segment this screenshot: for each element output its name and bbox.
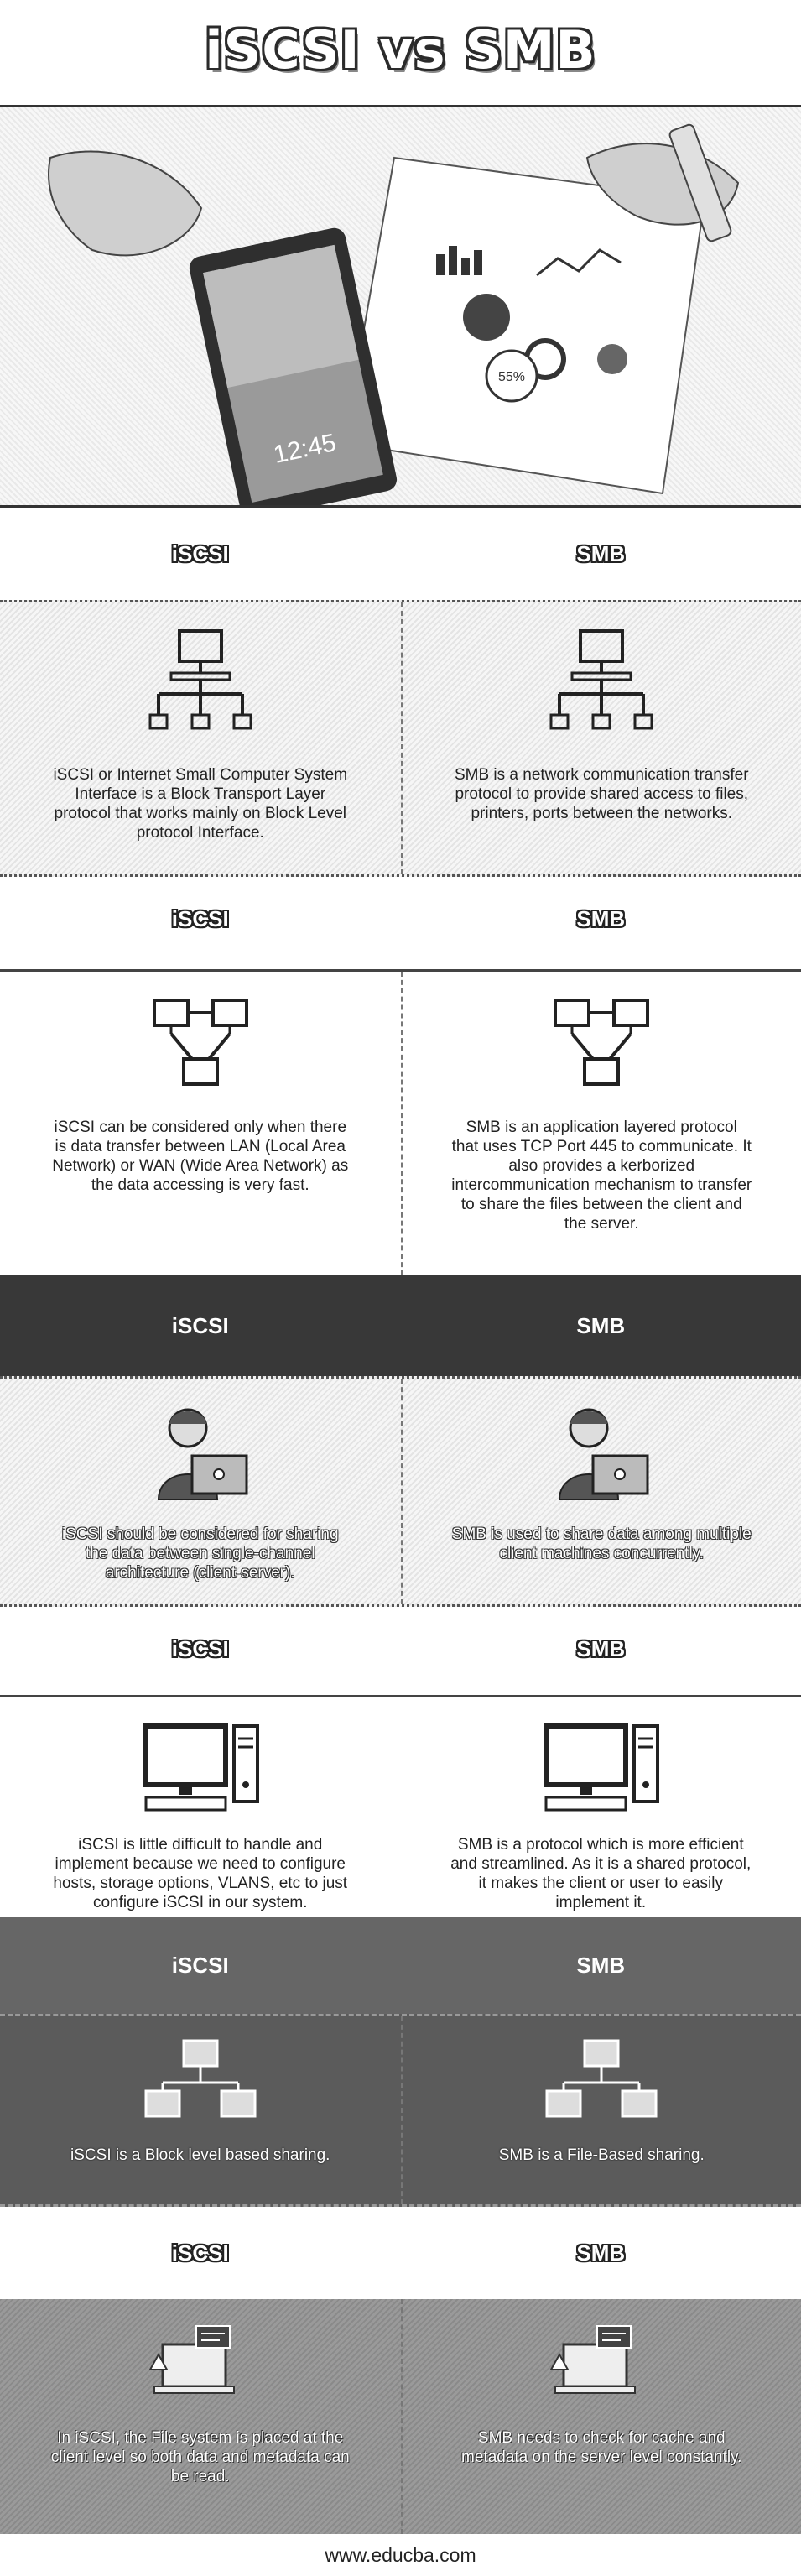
iscsi-heading: iSCSI <box>171 2240 229 2266</box>
smb-cell: SMB is a protocol which is more efficien… <box>401 1697 801 1917</box>
desktop-computer-icon <box>143 1723 259 1812</box>
smb-heading: SMB <box>576 905 626 931</box>
smb-cell: SMB needs to check for cache and metadat… <box>400 2299 801 2534</box>
laptop-chat-icon <box>148 2325 235 2394</box>
iscsi-cell: In iSCSI, the File system is placed at t… <box>0 2299 401 2534</box>
iscsi-description: iSCSI or Internet Small Computer System … <box>53 766 348 842</box>
section-2-body: iSCSI can be considered only when there … <box>0 969 801 1275</box>
section-4-body: iSCSI is little difficult to handle and … <box>0 1695 801 1917</box>
page-title-text: iSCSI vs SMB <box>205 18 596 81</box>
iscsi-cell: iSCSI should be considered for sharing t… <box>0 1379 401 1604</box>
section-2-header: iSCSI SMB <box>0 877 801 961</box>
iscsi-heading: iSCSI <box>171 905 229 931</box>
smb-description: SMB is an application layered protocol t… <box>451 1119 752 1233</box>
section-4-header: iSCSI SMB <box>0 1607 801 1691</box>
laptop-chat-icon <box>549 2325 637 2394</box>
section-5-header: iSCSI SMB <box>0 1917 801 2014</box>
iscsi-description: iSCSI is a Block level based sharing. <box>70 2146 330 2164</box>
monitor-network-icon <box>545 2039 658 2118</box>
iscsi-heading: iSCSI <box>171 540 229 566</box>
iscsi-cell: iSCSI or Internet Small Computer System … <box>0 602 401 874</box>
smb-cell: SMB is an application layered protocol t… <box>400 972 801 1275</box>
desktop-computer-icon <box>544 1723 660 1812</box>
iscsi-cell: iSCSI can be considered only when there … <box>0 972 401 1275</box>
iscsi-cell: iSCSI is a Block level based sharing. <box>0 2016 401 2204</box>
linked-computers-icon <box>152 999 248 1086</box>
linked-computers-icon <box>554 999 650 1086</box>
section-3-header: iSCSI SMB <box>0 1275 801 1376</box>
section-6-header: iSCSI SMB <box>0 2207 801 2299</box>
network-tree-icon <box>148 629 252 730</box>
smb-cell: SMB is used to share data among multiple… <box>400 1379 801 1604</box>
iscsi-description: iSCSI can be considered only when there … <box>52 1119 349 1194</box>
section-1-header: iSCSI SMB <box>0 512 801 596</box>
smb-description: SMB is a network communication transfer … <box>454 766 749 822</box>
iscsi-heading: iSCSI <box>171 1635 229 1661</box>
network-tree-icon <box>549 629 653 730</box>
user-laptop-icon <box>559 1408 649 1500</box>
iscsi-heading: iSCSI <box>171 1312 229 1338</box>
hero-image: 55% 12:45 <box>0 105 801 508</box>
smb-heading: SMB <box>576 540 626 566</box>
smb-description: SMB is used to share data among multiple… <box>451 1525 752 1562</box>
iscsi-cell: iSCSI is little difficult to handle and … <box>0 1697 401 1917</box>
smb-cell: SMB is a network communication transfer … <box>400 602 801 874</box>
section-3-body: iSCSI should be considered for sharing t… <box>0 1376 801 1607</box>
monitor-network-icon <box>144 2039 257 2118</box>
smb-cell: SMB is a File-Based sharing. <box>400 2016 801 2204</box>
iscsi-description: In iSCSI, the File system is placed at t… <box>50 2429 350 2485</box>
user-laptop-icon <box>157 1408 248 1500</box>
smb-heading: SMB <box>576 1635 626 1661</box>
iscsi-heading: iSCSI <box>171 1953 229 1978</box>
footer: www.educba.com <box>0 2534 801 2576</box>
section-5-body: iSCSI is a Block level based sharing. SM… <box>0 2014 801 2207</box>
smb-description: SMB is a protocol which is more efficien… <box>450 1836 752 1911</box>
section-1-body: iSCSI or Internet Small Computer System … <box>0 600 801 877</box>
smb-heading: SMB <box>576 2240 626 2266</box>
smb-heading: SMB <box>576 1312 626 1338</box>
section-6-body: In iSCSI, the File system is placed at t… <box>0 2299 801 2534</box>
page-title: iSCSI vs SMB <box>0 0 801 99</box>
footer-url[interactable]: www.educba.com <box>325 2543 476 2566</box>
hero-chart-percent: 55% <box>498 370 525 384</box>
iscsi-description: iSCSI should be considered for sharing t… <box>61 1525 339 1582</box>
smb-heading: SMB <box>576 1953 626 1978</box>
smb-description: SMB needs to check for cache and metadat… <box>461 2429 742 2466</box>
iscsi-description: iSCSI is little difficult to handle and … <box>53 1836 348 1911</box>
smb-description: SMB is a File-Based sharing. <box>498 2146 705 2164</box>
